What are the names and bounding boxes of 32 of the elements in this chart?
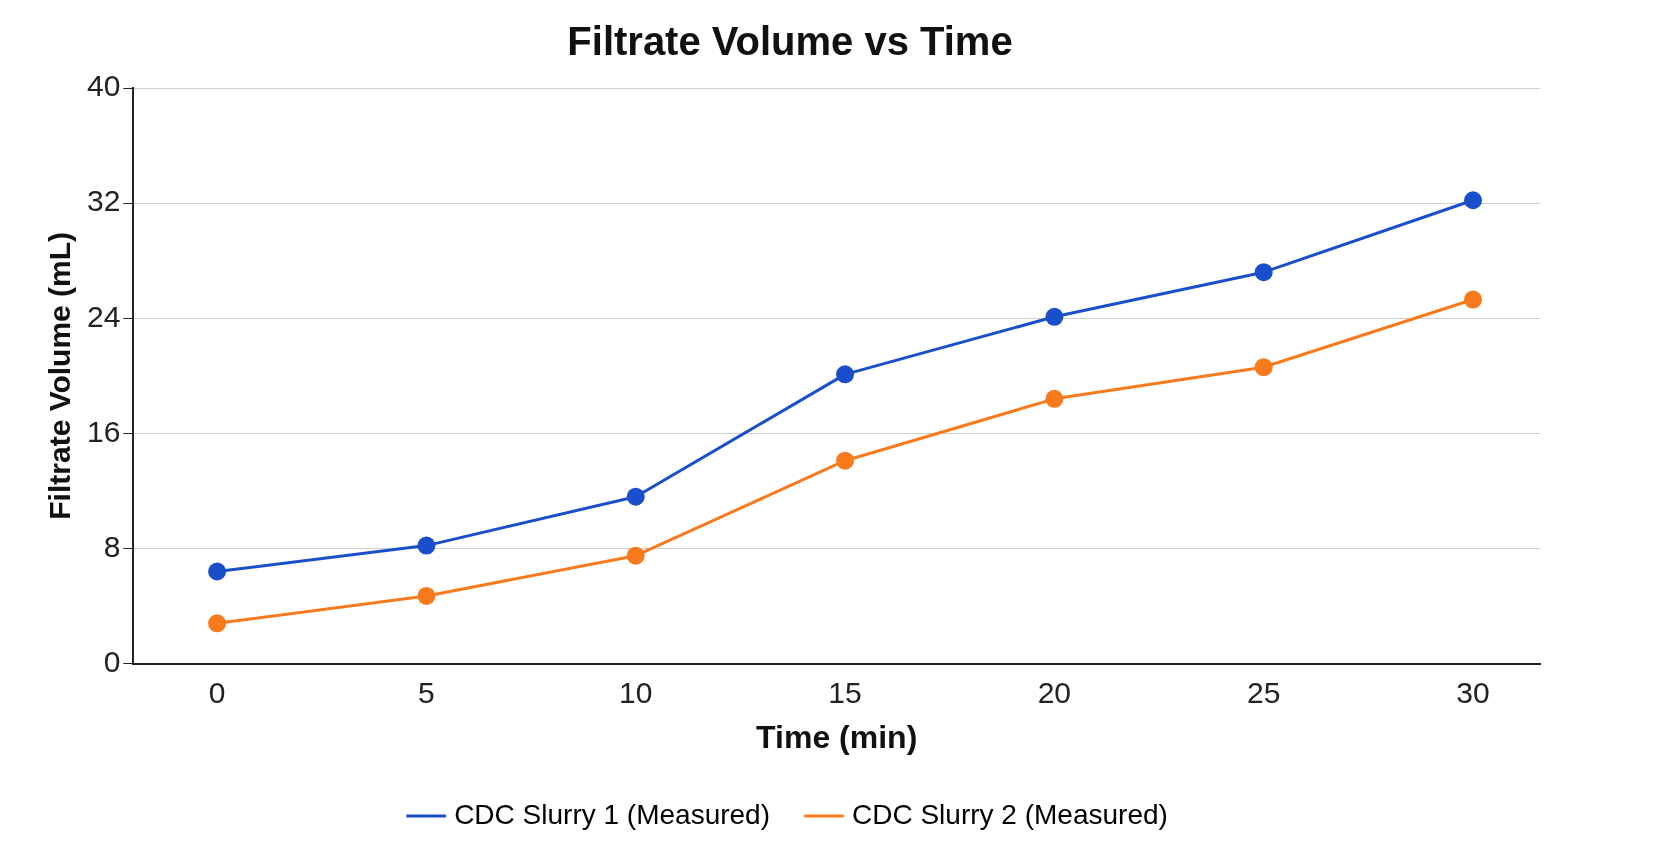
y-tick-label: 32: [86, 184, 121, 218]
x-tick-label: 25: [1247, 675, 1281, 709]
point: [1464, 290, 1483, 309]
y-tick-label: 24: [86, 299, 121, 333]
x-tick-label: 15: [828, 675, 862, 709]
y-tick-label: 40: [86, 69, 121, 103]
chart-title: Filtrate Volume vs Time: [567, 19, 1013, 64]
point: [417, 536, 436, 555]
legend-label: CDC Slurry 1 (Measured): [454, 798, 771, 830]
point: [1254, 263, 1273, 282]
point: [836, 365, 855, 384]
y-axis-title: Filtrate Volume (mL): [43, 231, 77, 520]
point: [836, 451, 855, 470]
x-tick-label: 10: [619, 675, 653, 709]
x-tick-label: 30: [1456, 675, 1490, 709]
point: [626, 487, 645, 506]
point: [1464, 191, 1483, 210]
point: [1254, 358, 1273, 377]
point: [208, 562, 227, 581]
x-axis-title: Time (min): [756, 718, 918, 755]
point: [626, 546, 645, 565]
y-tick-label: 16: [86, 414, 121, 448]
x-tick-label: 20: [1037, 675, 1072, 709]
point: [208, 614, 227, 633]
y-tick-label: 8: [103, 529, 121, 563]
x-tick-label: 0: [208, 675, 226, 709]
point: [1045, 307, 1064, 326]
y-tick-label: 0: [103, 644, 121, 678]
point: [1045, 389, 1064, 408]
x-tick-label: 5: [418, 675, 435, 709]
legend-label: CDC Slurry 2 (Measured): [852, 798, 1168, 830]
point: [417, 586, 436, 605]
